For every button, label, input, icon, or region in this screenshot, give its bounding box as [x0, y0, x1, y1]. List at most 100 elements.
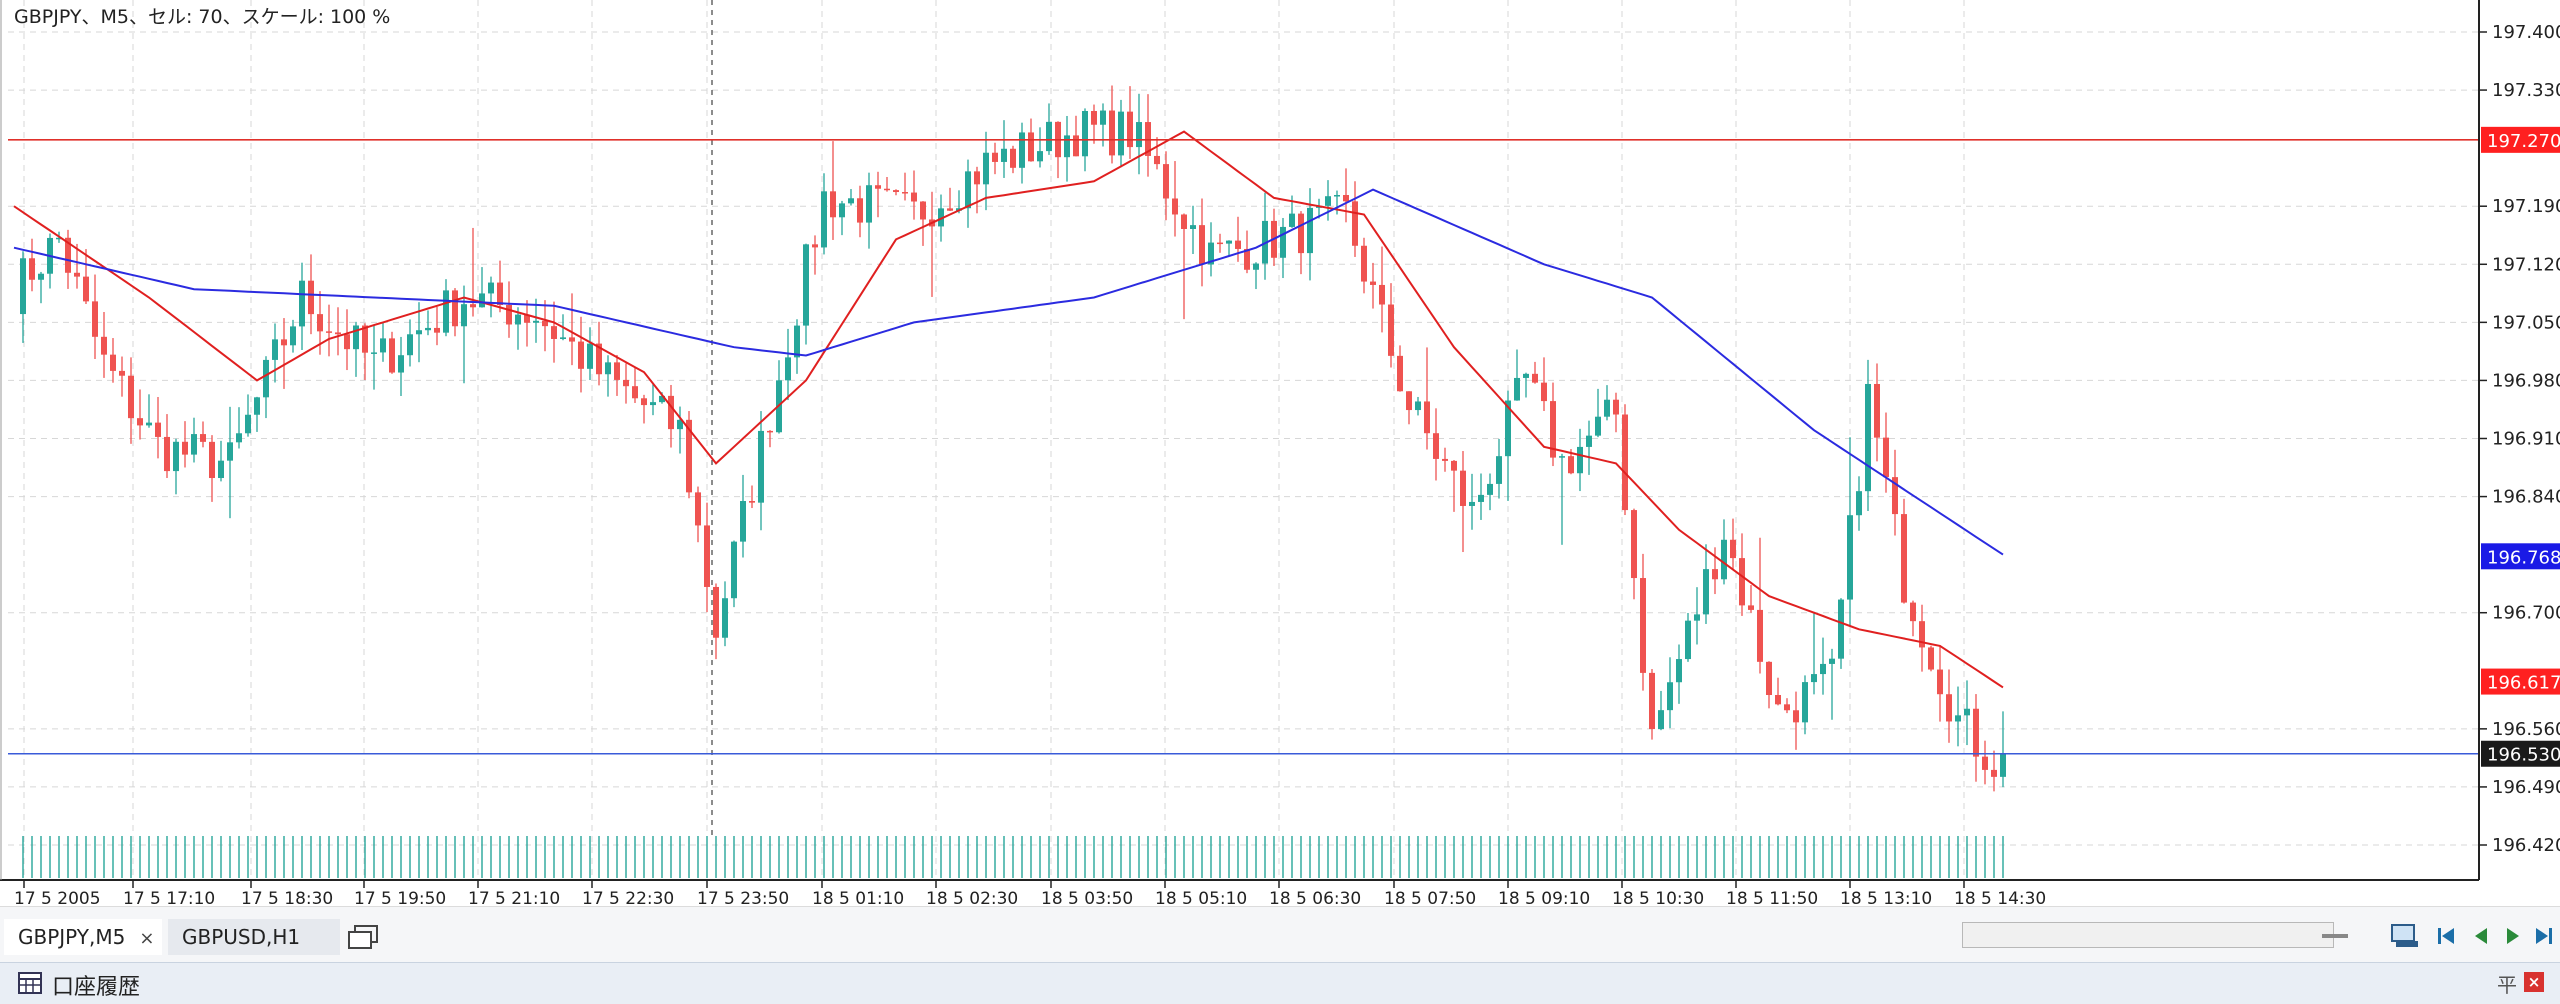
candle-body [1010, 148, 1016, 168]
candle-body [1838, 599, 1844, 659]
candle-body [1649, 672, 1655, 730]
candle-body [443, 290, 449, 333]
candle-body [317, 314, 323, 332]
candle-body [1982, 756, 1988, 770]
candle-body [515, 314, 521, 325]
candle-body [488, 282, 494, 294]
candle-body [1748, 605, 1754, 610]
x-tick-label: 18 5 13:10 [1840, 889, 1932, 906]
candle-body [749, 501, 755, 503]
candle-body [92, 301, 98, 337]
toolbox-panel-header: 口座履歴 平 × [0, 962, 2560, 1004]
candle-body [1604, 399, 1610, 417]
account-history-label[interactable]: 口座履歴 [52, 975, 141, 1000]
candle-body [1523, 373, 1529, 378]
candle-body [1046, 121, 1052, 152]
candle-body [1136, 122, 1142, 148]
y-tick-label: 197.330 [2492, 80, 2560, 101]
candle-body [992, 152, 998, 162]
candle-body [362, 325, 368, 353]
window-list-icon[interactable] [346, 923, 380, 951]
candle-body [1406, 391, 1412, 411]
candle-body [101, 336, 107, 355]
candle-body [1460, 470, 1466, 506]
candle-body [1334, 195, 1340, 197]
y-tick-label: 196.420 [2492, 835, 2560, 856]
candle-body [110, 354, 116, 371]
candle-body [1280, 226, 1286, 258]
close-icon[interactable]: × [2524, 972, 2544, 992]
candle-body [20, 258, 26, 315]
candle-body [1550, 401, 1556, 458]
chart-grid [8, 0, 2478, 880]
candle-body [1586, 435, 1592, 447]
price-label-box [2481, 543, 2560, 570]
candle-body [2000, 753, 2006, 777]
chart-scrollbar[interactable] [1962, 922, 2334, 948]
candle-body [1217, 242, 1223, 245]
chart-zoom-icon[interactable] [2390, 921, 2422, 951]
y-tick-label: 197.120 [2492, 254, 2560, 275]
candle-body [1712, 569, 1718, 580]
price-label-text: 196.617 [2487, 673, 2560, 694]
candle-body [38, 273, 44, 280]
candle-body [146, 422, 152, 426]
candle-body [1496, 456, 1502, 484]
candle-body [1631, 510, 1637, 579]
first-page-icon[interactable] [2436, 925, 2458, 947]
candle-body [1244, 248, 1250, 270]
candle-body [587, 343, 593, 369]
candle-body [1307, 207, 1313, 254]
candle-body [182, 441, 188, 455]
candle-body [1694, 614, 1700, 621]
candle-body [353, 325, 359, 350]
tab-gbpjpy-m5[interactable]: GBPJPY,M5 × [4, 919, 162, 955]
candle-body [524, 314, 530, 323]
candle-body [803, 244, 809, 326]
price-chart[interactable]: 197.400 197.330 197.190 197.120 197.050 196.9… [0, 0, 2560, 906]
candle-body [893, 190, 899, 193]
next-icon[interactable] [2502, 925, 2524, 947]
prev-icon[interactable] [2470, 925, 2492, 947]
candle-body [983, 152, 989, 185]
candle-body [83, 276, 89, 302]
candle-body [335, 332, 341, 335]
candle-body [452, 290, 458, 327]
time-axis: 17 5 2005 17 5 17:10 17 5 18:30 17 5 19:50 1… [14, 880, 2046, 906]
x-tick-label: 18 5 01:10 [812, 889, 904, 906]
candle-body [1352, 201, 1358, 246]
pin-icon[interactable]: 平 [2497, 973, 2517, 997]
candle-body [155, 422, 161, 437]
price-label-text: 197.270 [2487, 131, 2560, 152]
candle-body [965, 171, 971, 209]
close-icon[interactable]: × [139, 928, 155, 949]
candle-body [1469, 501, 1475, 506]
candle-body [1874, 383, 1880, 438]
candle-body [1559, 456, 1565, 458]
candle-body [1505, 400, 1511, 457]
candle-body [137, 418, 143, 426]
candle-body [1766, 661, 1772, 696]
candle-body [902, 192, 908, 194]
candle-body [605, 362, 611, 375]
candle-body [1253, 263, 1259, 270]
candle-body [1235, 240, 1241, 249]
tab-gbpusd-h1[interactable]: GBPUSD,H1 [168, 919, 340, 955]
price-label-box [2481, 740, 2560, 767]
scroll-thumb[interactable] [2322, 934, 2348, 938]
candle-body [128, 375, 134, 419]
candle-body [560, 337, 566, 339]
last-page-icon[interactable] [2532, 925, 2554, 947]
candle-body [299, 280, 305, 327]
candle-body [29, 258, 35, 280]
candle-body [1721, 539, 1727, 580]
y-tick-label: 196.840 [2492, 487, 2560, 508]
candle-body [866, 185, 872, 223]
candle-body [1613, 399, 1619, 415]
candle-body [911, 192, 917, 202]
candle-body [542, 320, 548, 327]
price-label-box [2481, 668, 2560, 695]
candle-body [641, 398, 647, 406]
candle-body [1001, 148, 1007, 162]
table-icon [18, 972, 42, 994]
